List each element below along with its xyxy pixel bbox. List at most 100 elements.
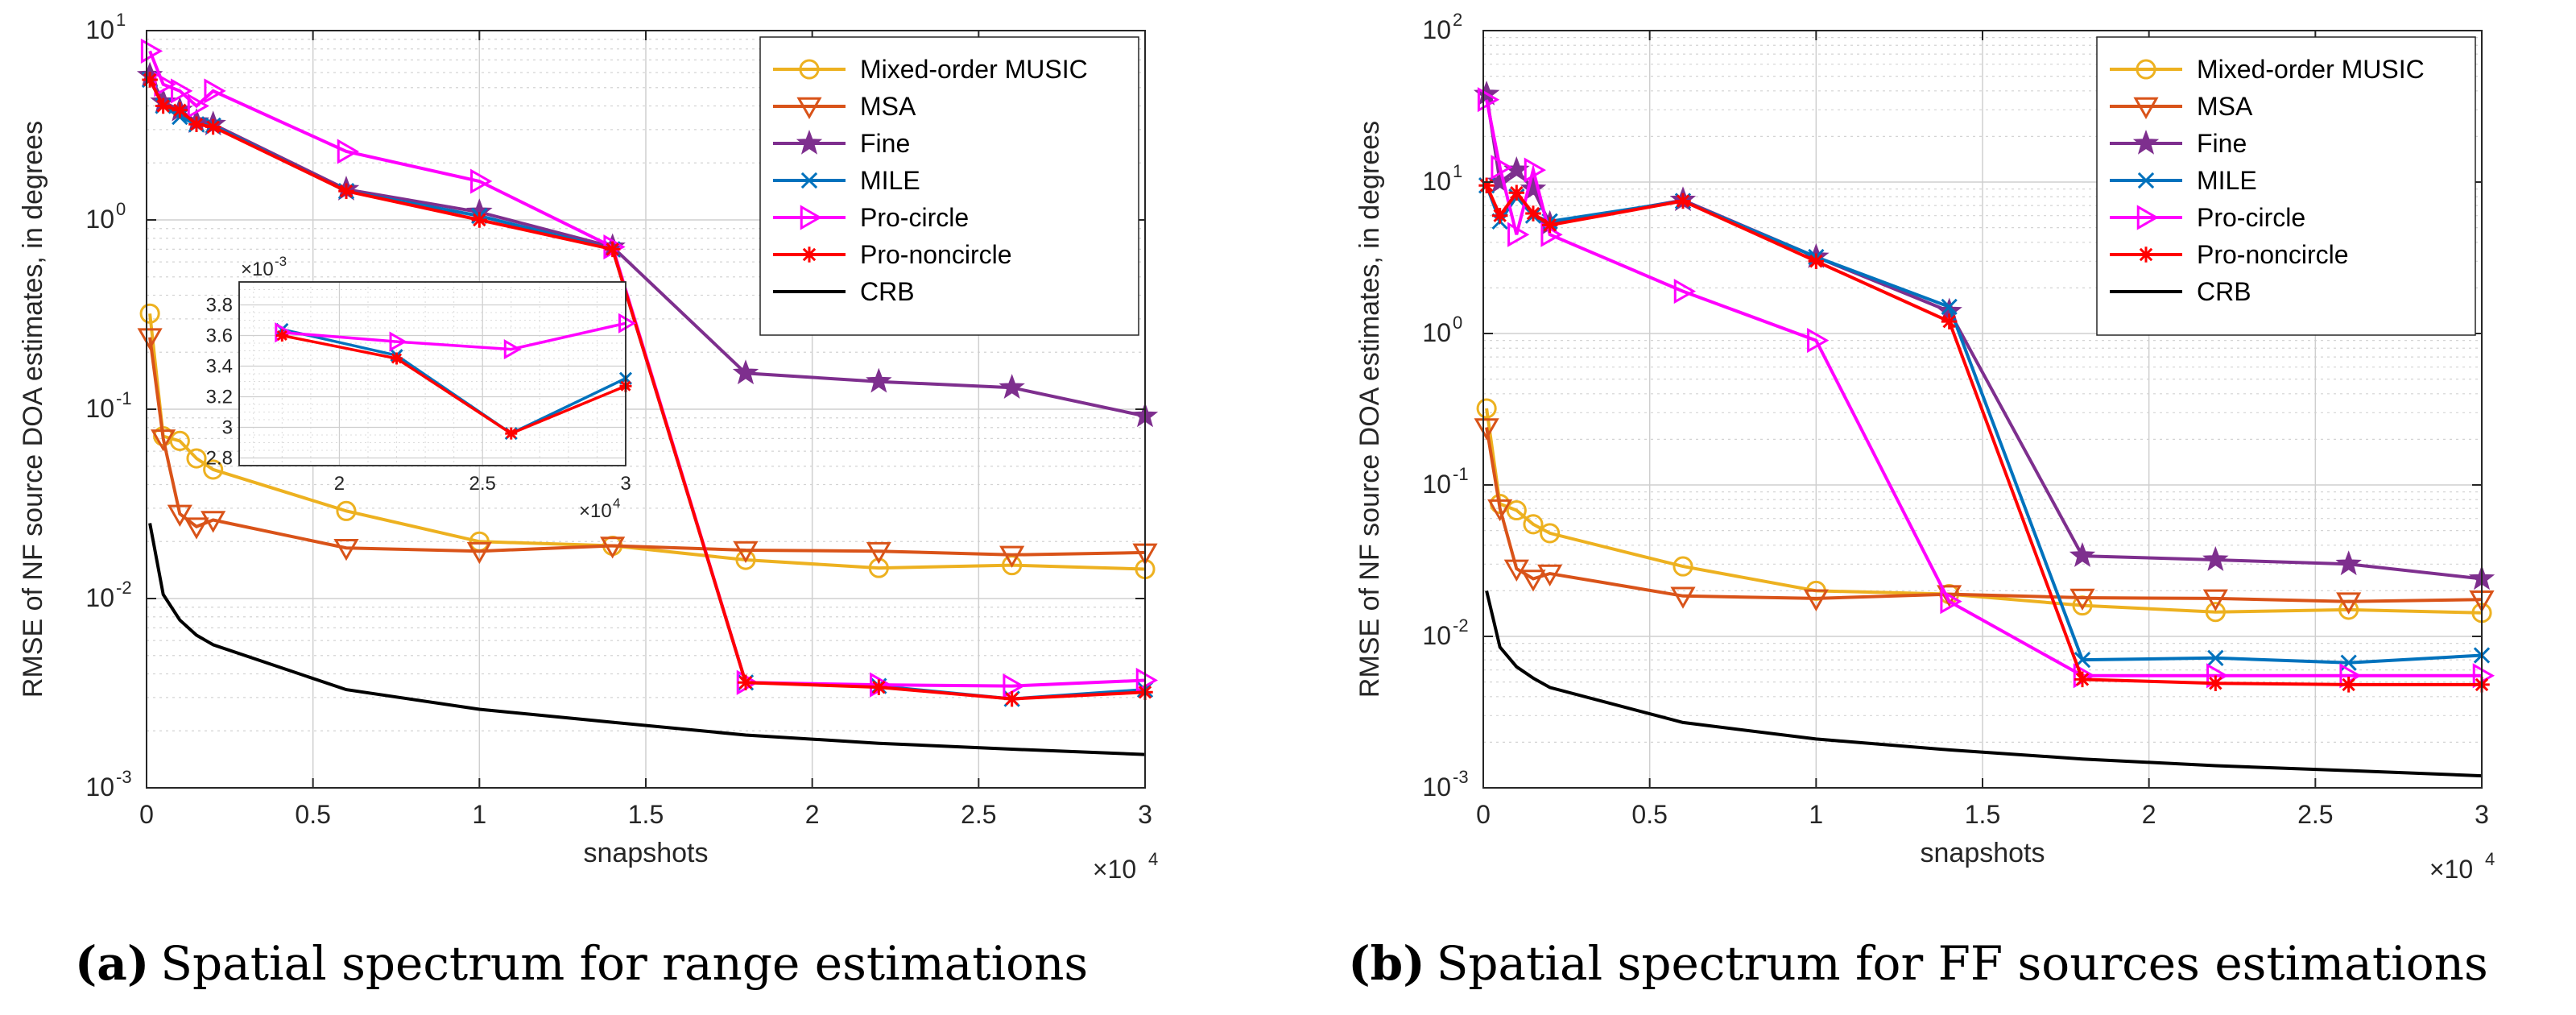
data-point (1937, 585, 1962, 607)
data-point (738, 674, 754, 691)
inset-x-multiplier: ×10 (579, 500, 612, 522)
data-point (2207, 675, 2224, 691)
series-mixed-order-music-line (1485, 408, 2483, 615)
inset-y-multiplier: ×10 (241, 259, 274, 280)
data-point (866, 541, 891, 565)
data-point (2335, 550, 2362, 576)
x-tick-label: 2 (2142, 800, 2156, 829)
data-point (167, 504, 192, 527)
legend-box (2096, 36, 2476, 336)
inset-x-tick-label: 3 (620, 473, 631, 495)
inset-data-point (503, 339, 522, 360)
tick-marks (1482, 30, 2483, 789)
legend-entry: Mixed-order MUSIC (773, 55, 1088, 84)
data-point (2472, 663, 2495, 689)
legend-marker (2133, 97, 2159, 120)
caption-text: (b) Spatial spectrum for FF sources estim… (1348, 936, 2488, 991)
series-group (136, 38, 1159, 756)
data-point (870, 679, 887, 695)
x-tick-label: 1.5 (1965, 800, 2000, 829)
data-point (2202, 589, 2228, 611)
inset-x-multiplier-exponent: 4 (613, 495, 620, 511)
data-point (1525, 205, 1541, 222)
data-point (604, 241, 621, 258)
data-point (203, 459, 224, 480)
legend-marker (796, 129, 823, 155)
y-tick-label: 10 (85, 15, 114, 44)
inset-data-point (275, 329, 288, 342)
data-point (187, 93, 210, 119)
data-point (2207, 649, 2224, 666)
data-point (2069, 542, 2096, 567)
series-crb (148, 523, 1146, 756)
legend-label: CRB (2197, 277, 2251, 306)
data-point (733, 541, 759, 564)
legend-entry: CRB (773, 277, 915, 306)
x-tick-label: 0 (1476, 800, 1491, 829)
data-point (184, 517, 209, 540)
data-point (188, 116, 205, 133)
series-crb-line (1485, 590, 2483, 778)
series-msa-line (1485, 427, 2483, 603)
data-point (333, 538, 359, 561)
inset-data-point (505, 427, 518, 440)
series-msa (137, 328, 1158, 568)
data-point (337, 139, 360, 164)
data-point (2340, 677, 2357, 693)
legend-label: Pro-noncircle (860, 240, 1012, 269)
y-tick-label: 10 (85, 773, 114, 802)
x-tick-label: 1 (1809, 800, 1823, 829)
inset-data-point (391, 352, 403, 365)
legend-entry: Pro-circle (2110, 203, 2305, 232)
data-point (2069, 588, 2095, 611)
inset-y-multiplier-exponent: -3 (275, 254, 287, 269)
y-tick-label: 10 (85, 394, 114, 423)
data-point (151, 429, 176, 452)
legend-label: MSA (2197, 92, 2253, 121)
x-tick-label: 2 (805, 800, 820, 829)
x-tick-label: 3 (1138, 800, 1152, 829)
legend-entry: Pro-noncircle (2110, 240, 2349, 269)
series-mixed-order-music-line (148, 313, 1146, 571)
data-point (1540, 222, 1563, 247)
series-crb (1485, 590, 2483, 778)
y-tick-label: 10 (1422, 621, 1451, 650)
x-tick-label: 3 (2475, 800, 2489, 829)
x-tick-label: 0 (139, 800, 154, 829)
inset-data-point (618, 313, 637, 334)
inset-chart: 2.833.23.43.63.82 2.5 3×10 -3×10 4 (206, 254, 637, 522)
x-axis-label: snapshots (1921, 838, 2045, 868)
legend-entry: Fine (773, 129, 910, 158)
legend-label: MILE (860, 166, 920, 195)
caption-text: (a) Spatial spectrum for range estimation… (75, 936, 1088, 991)
data-point (1523, 514, 1544, 535)
data-point (204, 78, 226, 104)
y-tick-exponent: -1 (1453, 464, 1469, 484)
legend-marker (801, 246, 817, 263)
data-point (1520, 175, 1547, 201)
legend-label: Fine (860, 129, 910, 158)
series-group (1473, 80, 2495, 778)
series-pro-circle-line (1485, 99, 2482, 677)
data-point (1537, 564, 1563, 587)
data-point (155, 97, 172, 114)
data-point (171, 78, 193, 104)
series-pro-noncircle (142, 72, 1153, 707)
inset-axes-box (238, 281, 626, 466)
x-tick-label: 2.5 (2297, 800, 2333, 829)
series-msa-line (148, 337, 1146, 557)
data-point (1508, 184, 1525, 201)
data-point (999, 374, 1025, 399)
data-point (1673, 279, 1697, 304)
caption-body: Spatial spectrum for FF sources estimati… (1437, 936, 2488, 991)
data-point (201, 511, 226, 533)
y-tick-exponent: 1 (116, 10, 126, 30)
legend-entry: MILE (773, 166, 920, 195)
series-crb-line (148, 523, 1146, 756)
data-point (338, 183, 354, 199)
series-msa (1474, 418, 2495, 615)
data-point (868, 557, 889, 578)
data-point (1491, 155, 1513, 180)
legend-label: CRB (860, 277, 915, 306)
x-tick-label: 1 (472, 800, 486, 829)
